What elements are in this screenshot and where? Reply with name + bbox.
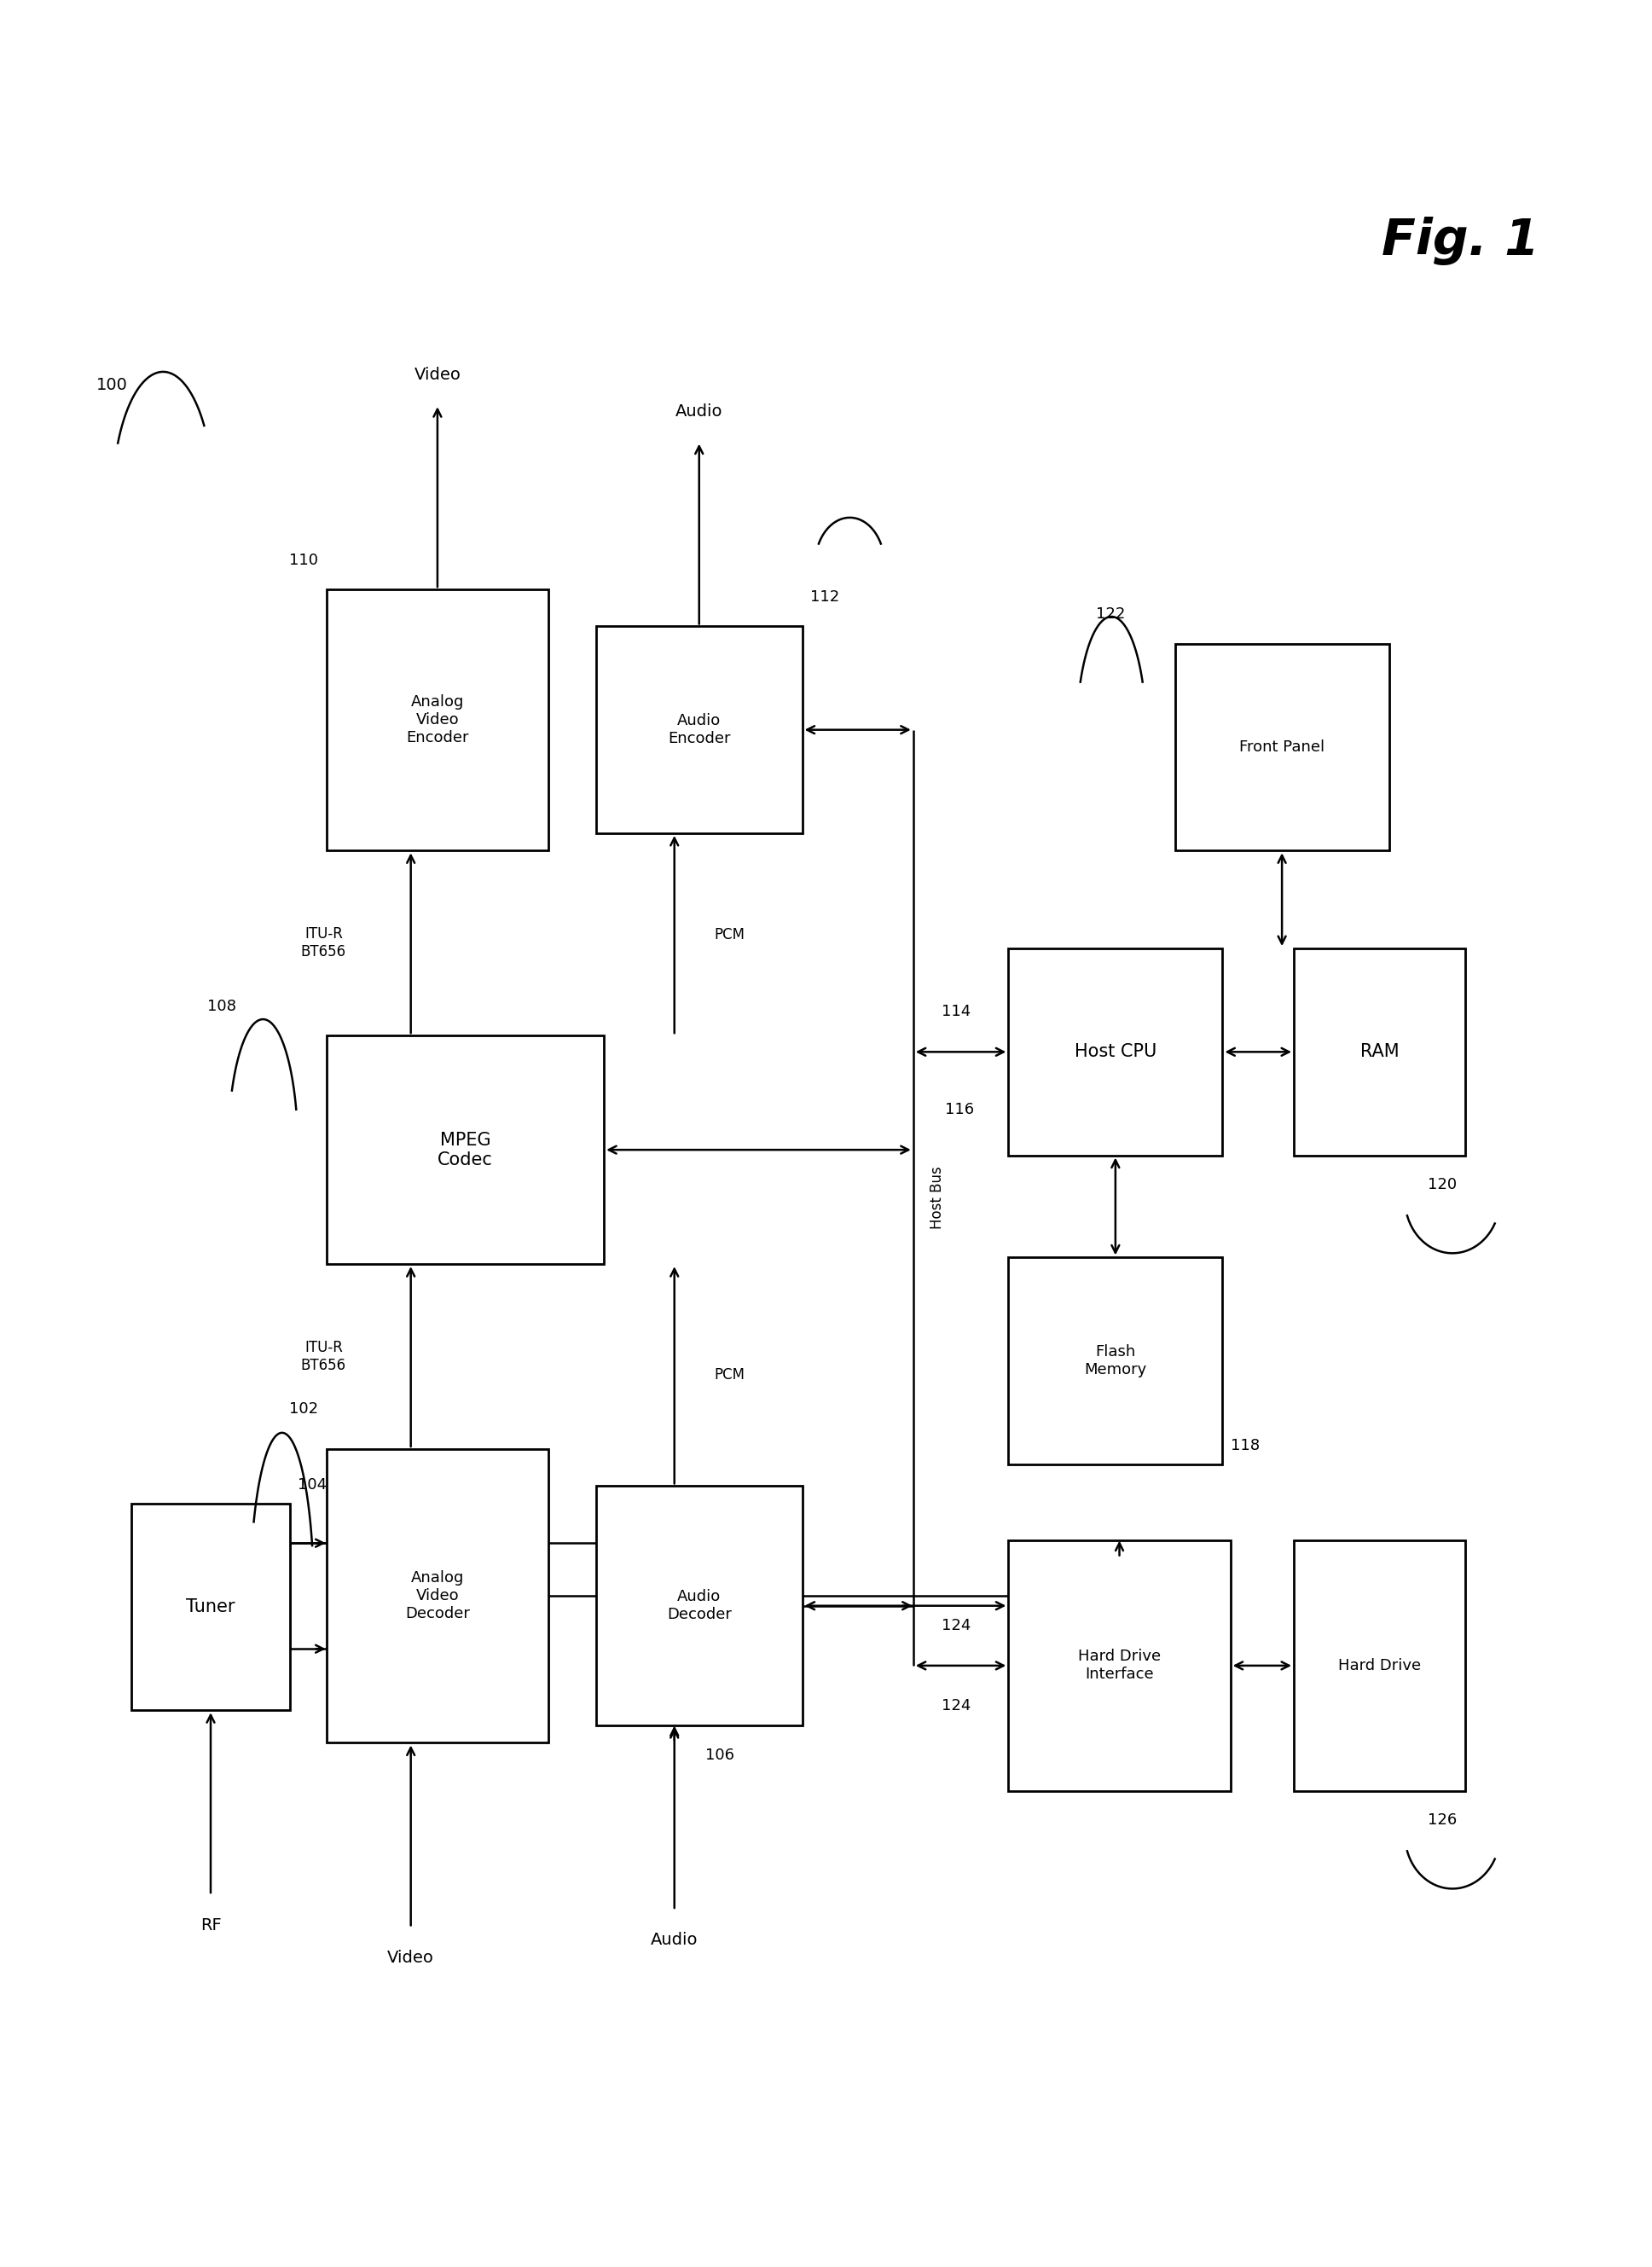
Text: Hard Drive: Hard Drive	[1338, 1657, 1421, 1673]
Text: ITU-R
BT656: ITU-R BT656	[301, 927, 347, 959]
Bar	[1008, 1542, 1231, 1791]
Text: MPEG
Codec: MPEG Codec	[438, 1131, 492, 1168]
Text: ITU-R
BT656: ITU-R BT656	[301, 1340, 347, 1374]
Text: 108: 108	[208, 997, 236, 1013]
Text: Tuner: Tuner	[187, 1598, 235, 1616]
Text: 106: 106	[705, 1748, 733, 1761]
Text: 110: 110	[289, 553, 319, 567]
Text: 100: 100	[96, 376, 127, 394]
Text: 122: 122	[1095, 608, 1125, 621]
Text: Host Bus: Host Bus	[930, 1165, 945, 1229]
Text: 126: 126	[1427, 1814, 1457, 1827]
Text: PCM: PCM	[715, 927, 745, 943]
Text: Video: Video	[415, 367, 461, 383]
Text: 124: 124	[942, 1619, 971, 1632]
Text: RAM: RAM	[1360, 1043, 1399, 1061]
Bar	[596, 1487, 803, 1725]
Text: 112: 112	[809, 589, 839, 605]
Bar	[1008, 948, 1222, 1156]
Text: Analog
Video
Decoder: Analog Video Decoder	[405, 1571, 469, 1621]
Text: Audio
Encoder: Audio Encoder	[667, 714, 730, 746]
Text: PCM: PCM	[715, 1367, 745, 1383]
Text: RF: RF	[200, 1918, 221, 1934]
Bar	[1294, 1542, 1465, 1791]
Text: Audio: Audio	[651, 1931, 699, 1947]
Text: Hard Drive
Interface: Hard Drive Interface	[1079, 1648, 1161, 1682]
Text: 116: 116	[945, 1102, 975, 1118]
Text: Video: Video	[388, 1950, 434, 1965]
Text: 120: 120	[1427, 1177, 1457, 1192]
Text: 118: 118	[1231, 1437, 1259, 1453]
Text: 124: 124	[942, 1698, 971, 1714]
Text: Front Panel: Front Panel	[1239, 739, 1325, 755]
Text: Audio: Audio	[676, 404, 724, 419]
Text: 104: 104	[297, 1478, 327, 1492]
Bar	[1008, 1258, 1222, 1464]
Text: Audio
Decoder: Audio Decoder	[667, 1589, 732, 1623]
Bar	[596, 626, 803, 834]
Text: 114: 114	[942, 1004, 971, 1020]
Text: Analog
Video
Encoder: Analog Video Encoder	[406, 694, 469, 746]
Bar	[327, 1449, 548, 1743]
Bar	[1294, 948, 1465, 1156]
Text: 102: 102	[289, 1401, 319, 1417]
Text: Host CPU: Host CPU	[1074, 1043, 1156, 1061]
Bar	[132, 1503, 291, 1709]
Bar	[1175, 644, 1389, 850]
Bar	[327, 589, 548, 850]
Text: Flash
Memory: Flash Memory	[1084, 1344, 1146, 1378]
Text: Fig. 1: Fig. 1	[1381, 218, 1540, 265]
Bar	[327, 1036, 605, 1265]
